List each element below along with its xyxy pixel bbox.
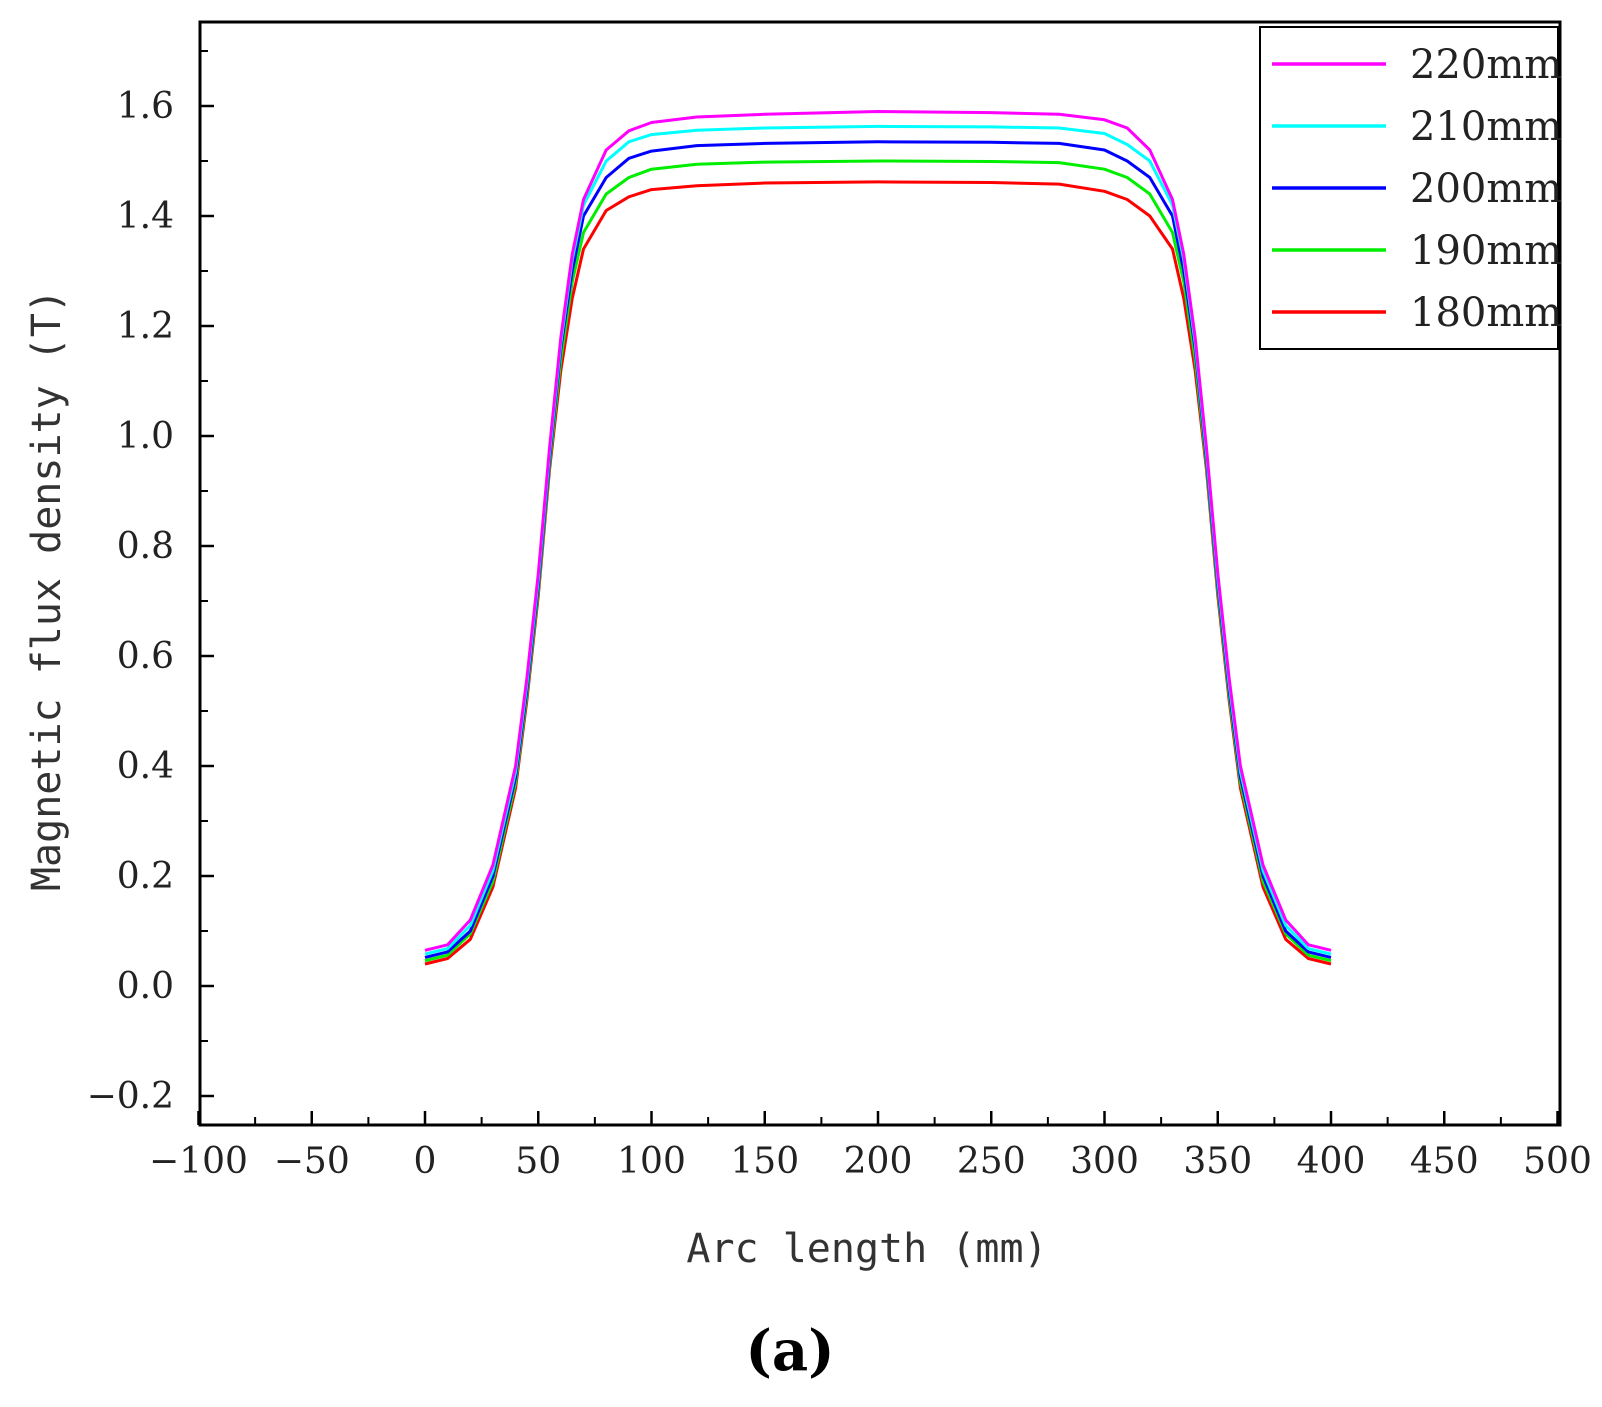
series-line-220mm xyxy=(424,110,1332,952)
x-tick-label: 450 xyxy=(1410,1141,1479,1182)
x-tick-label: 50 xyxy=(515,1141,561,1182)
y-tick-label: 1.4 xyxy=(117,196,174,237)
x-tick-label: 200 xyxy=(844,1141,913,1182)
x-tick-label: 350 xyxy=(1183,1141,1252,1182)
y-tick-label: −0.2 xyxy=(87,1076,174,1117)
x-tick-label: 400 xyxy=(1297,1141,1366,1182)
x-tick-label: 0 xyxy=(414,1141,437,1182)
x-tick-label: 100 xyxy=(617,1141,686,1182)
y-tick-label: 0.0 xyxy=(117,966,174,1007)
y-tick-label: 1.2 xyxy=(117,306,174,347)
legend-label: 190mm xyxy=(1410,228,1562,274)
y-tick-label: 1.0 xyxy=(117,416,174,457)
x-axis-title: Arc length (mm) xyxy=(686,1226,1047,1272)
series-layer xyxy=(424,110,1332,966)
panel-label: (a) xyxy=(745,1318,834,1384)
y-tick-label: 0.6 xyxy=(117,636,174,677)
y-tick-label: 1.6 xyxy=(117,86,174,127)
x-tick-label: 300 xyxy=(1070,1141,1139,1182)
legend-label: 220mm xyxy=(1410,42,1562,88)
x-tick-label: −50 xyxy=(274,1141,350,1182)
y-tick-label: 0.8 xyxy=(117,526,174,567)
legend: 220mm 210mm 200mm 190mm 180mm xyxy=(1259,26,1562,350)
y-tick-label: 0.4 xyxy=(117,746,174,787)
legend-label: 180mm xyxy=(1410,290,1562,336)
x-tick-label: 500 xyxy=(1523,1141,1592,1182)
x-tick-label: −100 xyxy=(149,1141,248,1182)
axis-ticks: −100 −50 0 50 100 150 200 250 300 350 400 450 500 −0.… xyxy=(87,50,1592,1182)
x-tick-label: 250 xyxy=(957,1141,1026,1182)
y-tick-label: 0.2 xyxy=(117,856,174,897)
legend-label: 200mm xyxy=(1410,166,1562,212)
y-axis-title: Magnetic flux density (T) xyxy=(24,289,70,891)
legend-label: 210mm xyxy=(1410,104,1562,150)
x-tick-label: 150 xyxy=(730,1141,799,1182)
